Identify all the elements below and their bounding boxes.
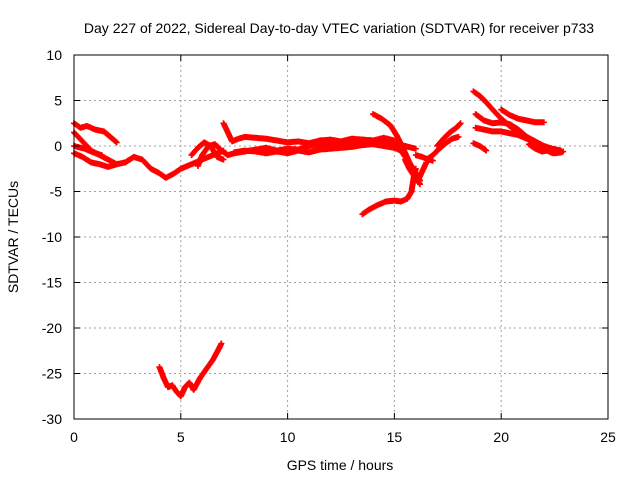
data-series-track-g: [231, 141, 404, 157]
x-tick-label: 15: [387, 429, 403, 445]
data-track-markers: [526, 141, 567, 157]
data-track-markers: [470, 140, 490, 154]
data-series-track-t: [470, 140, 490, 154]
data-track-markers: [434, 120, 464, 149]
x-tick-label: 0: [70, 429, 78, 445]
y-tick-label: -15: [42, 275, 62, 291]
data-track-markers: [156, 340, 225, 400]
x-tick-label: 10: [280, 429, 296, 445]
y-tick-label: -20: [42, 320, 62, 336]
data-series-track-l: [359, 165, 419, 218]
data-series-track-s: [498, 106, 547, 126]
data-track-markers: [231, 141, 404, 157]
data-series-track-v: [156, 340, 225, 400]
data-track-markers: [498, 106, 547, 126]
data-track-markers: [359, 165, 419, 218]
y-tick-label: -30: [42, 411, 62, 427]
chart-title: Day 227 of 2022, Sidereal Day-to-day VTE…: [84, 20, 594, 36]
x-tick-label: 25: [600, 429, 616, 445]
data-track-markers: [220, 120, 398, 147]
data-series-track-u: [526, 141, 567, 157]
x-axis-title: GPS time / hours: [287, 457, 394, 473]
y-tick-label: 5: [54, 93, 62, 109]
data-series-track-h: [188, 139, 227, 163]
y-tick-label: -10: [42, 229, 62, 245]
data-series-track-o: [434, 120, 464, 149]
data-series-track-f: [220, 120, 398, 147]
data-track-markers: [188, 139, 227, 163]
x-tick-label: 5: [177, 429, 185, 445]
y-tick-label: -25: [42, 366, 62, 382]
data-series-track-n: [423, 133, 462, 163]
y-tick-label: 0: [54, 138, 62, 154]
y-axis-title: SDTVAR / TECUs: [5, 181, 21, 293]
x-tick-label: 20: [493, 429, 509, 445]
data-series-track-r: [472, 124, 547, 152]
data-track-markers: [472, 124, 547, 152]
y-tick-label: -5: [50, 184, 63, 200]
series-layer: [71, 88, 567, 400]
axis-layer: 0 5 10 15 20 25 10 5 0 -5 -10 -15 -20 -25 -30: [42, 47, 616, 445]
y-tick-label: 10: [46, 47, 62, 63]
data-track-markers: [423, 133, 462, 163]
